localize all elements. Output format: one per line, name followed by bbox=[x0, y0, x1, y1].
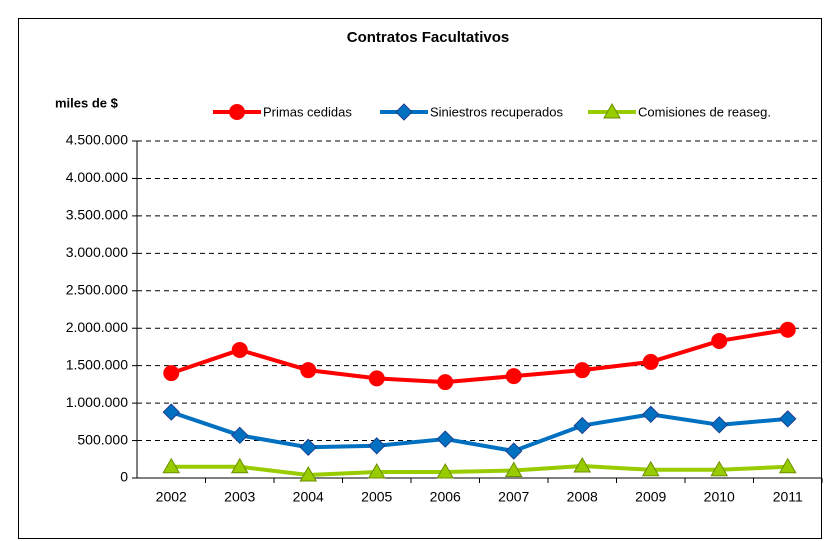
marker bbox=[505, 442, 523, 460]
x-tick-label: 2002 bbox=[156, 489, 187, 505]
marker bbox=[779, 410, 797, 428]
marker bbox=[300, 362, 317, 379]
marker bbox=[437, 374, 454, 391]
marker bbox=[642, 405, 660, 424]
x-tick-label: 2010 bbox=[704, 489, 735, 505]
chart-border bbox=[18, 18, 822, 539]
x-tick-label: 2007 bbox=[498, 489, 529, 505]
y-tick-label: 4.000.000 bbox=[66, 169, 128, 185]
x-tick-label: 2004 bbox=[293, 489, 324, 505]
marker bbox=[299, 438, 317, 457]
x-tick-label: 2011 bbox=[773, 489, 803, 505]
legend-label: Primas cedidas bbox=[263, 104, 352, 119]
y-tick-label: 2.000.000 bbox=[66, 319, 128, 335]
marker bbox=[779, 321, 796, 338]
x-tick-label: 2006 bbox=[430, 489, 461, 505]
marker bbox=[504, 461, 523, 478]
x-tick-label: 2009 bbox=[635, 489, 666, 505]
y-tick-label: 3.500.000 bbox=[66, 207, 128, 223]
y-tick-label: 2.500.000 bbox=[66, 281, 128, 297]
marker bbox=[163, 365, 180, 382]
marker bbox=[641, 460, 660, 477]
marker bbox=[299, 465, 318, 482]
series-line bbox=[170, 410, 788, 454]
marker bbox=[436, 430, 454, 448]
legend-label: Comisiones de reaseg. bbox=[638, 104, 771, 119]
marker bbox=[368, 437, 386, 455]
x-tick-label: 2008 bbox=[567, 489, 598, 505]
marker bbox=[162, 403, 180, 421]
marker bbox=[574, 362, 591, 379]
y-tick-label: 3.000.000 bbox=[66, 244, 128, 260]
marker bbox=[367, 463, 386, 479]
x-tick-label: 2005 bbox=[361, 489, 392, 505]
marker bbox=[778, 457, 797, 474]
marker bbox=[710, 416, 728, 434]
marker bbox=[395, 103, 413, 121]
marker bbox=[710, 460, 729, 477]
marker bbox=[368, 370, 385, 387]
marker bbox=[603, 102, 621, 119]
y-tick-label: 4.500.000 bbox=[66, 132, 128, 148]
marker bbox=[230, 457, 249, 474]
marker bbox=[573, 457, 592, 473]
legend-label: Siniestros recuperados bbox=[430, 104, 563, 119]
marker bbox=[436, 463, 455, 479]
marker bbox=[231, 341, 248, 358]
y-tick-label: 1.000.000 bbox=[66, 394, 128, 410]
y-tick-label: 1.500.000 bbox=[66, 356, 128, 372]
series-line bbox=[170, 327, 789, 385]
chart-title: Contratos Facultativos bbox=[347, 29, 510, 46]
x-tick-label: 2003 bbox=[224, 489, 255, 505]
marker bbox=[505, 368, 522, 385]
series-line bbox=[171, 464, 788, 478]
marker bbox=[231, 426, 249, 445]
y-axis-label: miles de $ bbox=[55, 95, 119, 110]
y-tick-label: 0 bbox=[120, 469, 128, 485]
marker bbox=[573, 416, 591, 435]
marker bbox=[229, 104, 245, 120]
y-tick-label: 500.000 bbox=[77, 431, 128, 447]
marker bbox=[711, 332, 728, 349]
marker bbox=[642, 353, 659, 370]
marker bbox=[162, 457, 181, 474]
